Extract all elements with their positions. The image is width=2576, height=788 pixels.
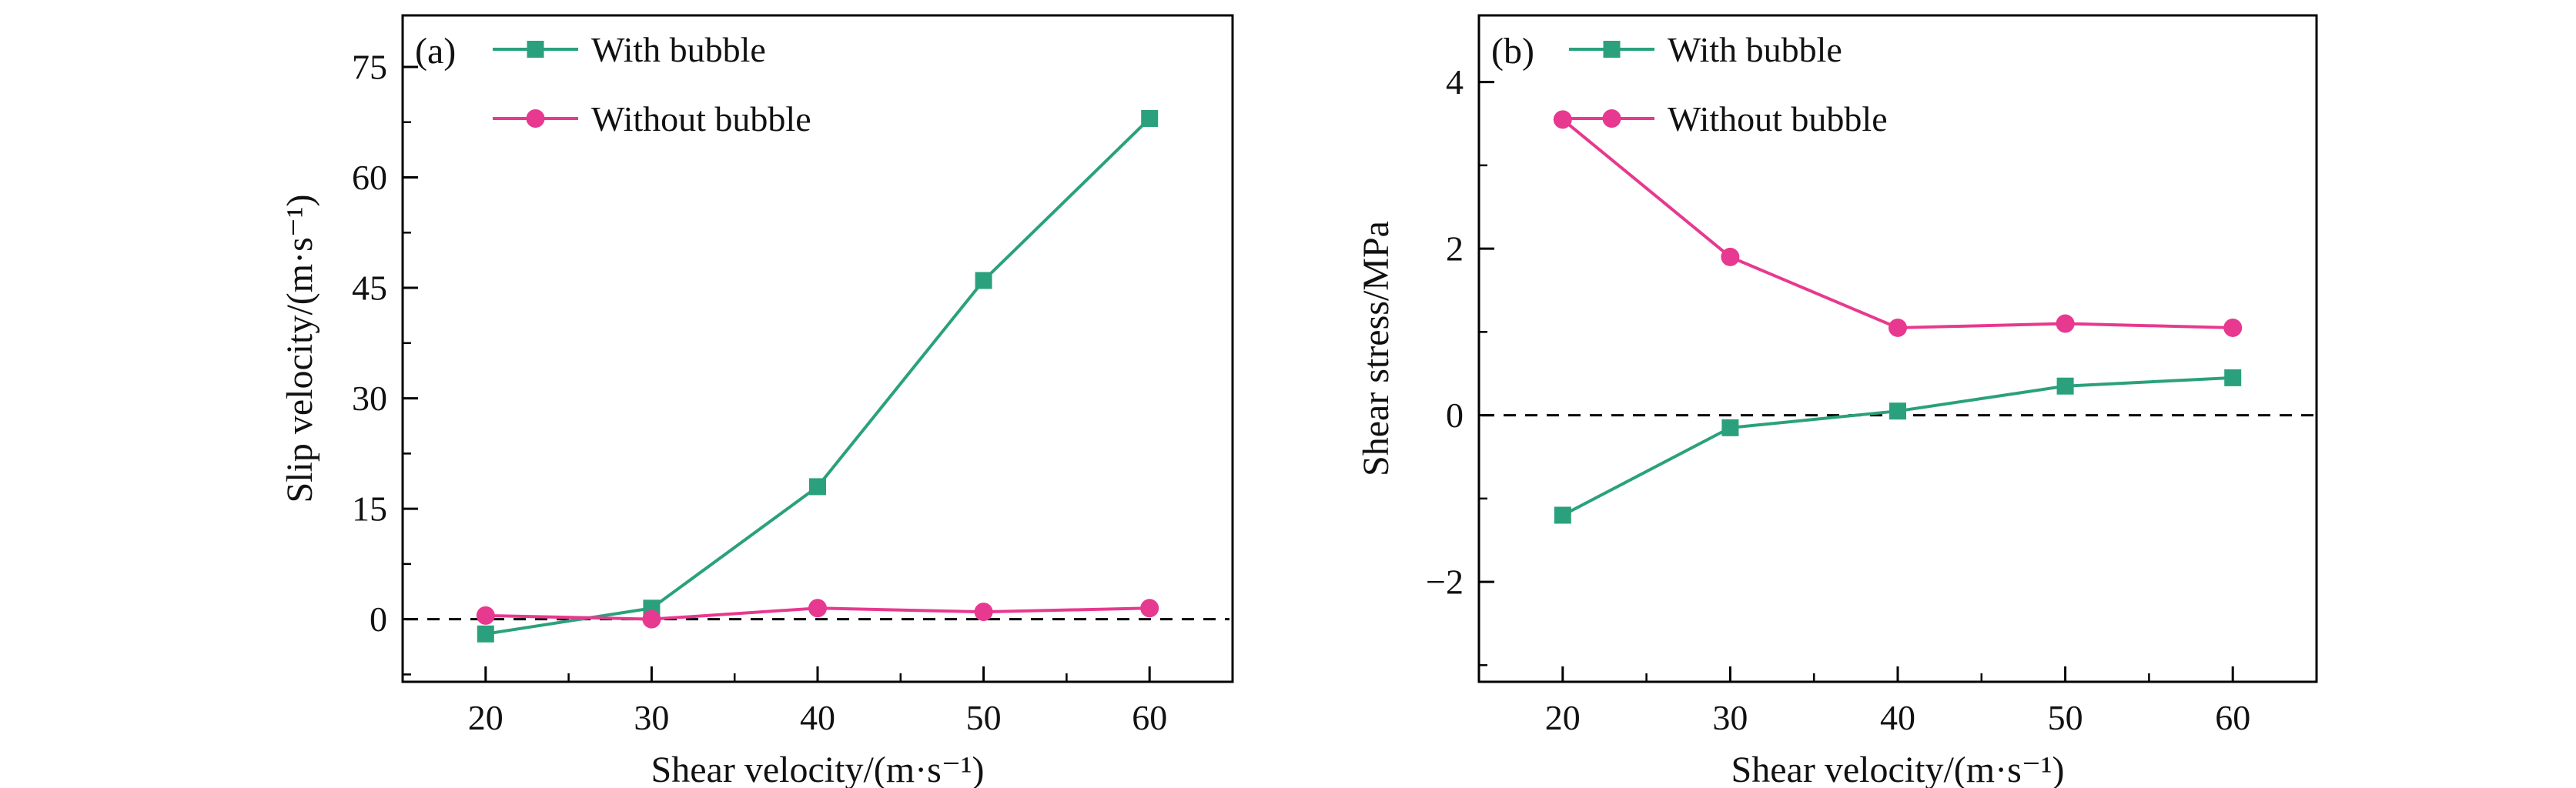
x-tick-label: 30 [634, 698, 669, 737]
x-tick-label: 60 [2215, 698, 2250, 737]
legend-square-marker [1603, 41, 1621, 58]
panel-a: 20 30 40 50 60 0 15 30 45 60 75 Shear velocity/(m·s… [279, 14, 1234, 788]
legend-circle-marker [1602, 109, 1621, 128]
x-tick-label: 40 [800, 698, 835, 737]
x-axis-title: Shear velocity/(m·s⁻¹) [651, 750, 985, 788]
circle-marker [642, 609, 661, 629]
x-tick-label: 60 [1132, 698, 1167, 737]
square-marker [809, 478, 826, 496]
panel-label: (a) [415, 31, 456, 72]
series-line-0 [483, 116, 1152, 636]
circle-marker [1140, 599, 1159, 618]
series-line-1 [1561, 118, 2235, 329]
circle-marker [808, 599, 827, 618]
y-tick-label: 60 [352, 158, 387, 197]
legend-label: With bubble [591, 30, 766, 69]
y-tick-label: 0 [1446, 396, 1464, 435]
circle-marker [476, 606, 495, 625]
x-tick-label: 50 [966, 698, 1002, 737]
panel-label: (b) [1491, 31, 1534, 72]
legend-circle-marker [526, 109, 545, 128]
square-marker [2056, 377, 2074, 395]
square-marker [975, 272, 992, 289]
y-tick-label: 0 [370, 599, 387, 639]
x-tick-label: 30 [1712, 698, 1748, 737]
circle-marker [2056, 314, 2075, 333]
circle-marker [974, 603, 993, 622]
x-tick-label: 20 [1545, 698, 1581, 737]
square-marker [1141, 109, 1159, 127]
legend-square-marker [527, 41, 544, 58]
square-marker [1554, 506, 1571, 524]
y-tick-label: −2 [1426, 563, 1464, 602]
series-line-0 [1561, 376, 2235, 517]
x-axis-title: Shear velocity/(m·s⁻¹) [1731, 750, 2065, 788]
circle-marker [1889, 318, 1907, 337]
y-tick-label: 4 [1446, 62, 1464, 102]
panel-b: 20 30 40 50 60 −2 0 2 4 Shear velocity/(m·s⁻¹) She… [1356, 14, 2318, 788]
y-tick-label: 45 [352, 269, 387, 308]
y-tick-label: 30 [352, 379, 387, 418]
square-marker [1889, 402, 1906, 420]
legend-label: With bubble [1668, 30, 1842, 69]
y-tick-label: 15 [352, 489, 387, 529]
x-tick-label: 50 [2048, 698, 2083, 737]
legend-label: Without bubble [1668, 99, 1888, 139]
x-tick-label: 20 [468, 698, 503, 737]
square-marker [2224, 369, 2242, 386]
circle-marker [1721, 247, 1740, 266]
circle-marker [2223, 318, 2243, 337]
y-tick-label: 2 [1446, 229, 1464, 269]
y-axis-title: Slip velocity/(m·s⁻¹) [279, 194, 320, 503]
y-tick-label: 75 [352, 47, 387, 86]
y-axis-title: Shear stress/MPa [1356, 221, 1397, 476]
x-tick-label: 40 [1880, 698, 1915, 737]
square-marker [477, 625, 494, 643]
square-marker [1721, 419, 1739, 436]
legend-label: Without bubble [591, 99, 811, 139]
circle-marker [1553, 110, 1572, 129]
